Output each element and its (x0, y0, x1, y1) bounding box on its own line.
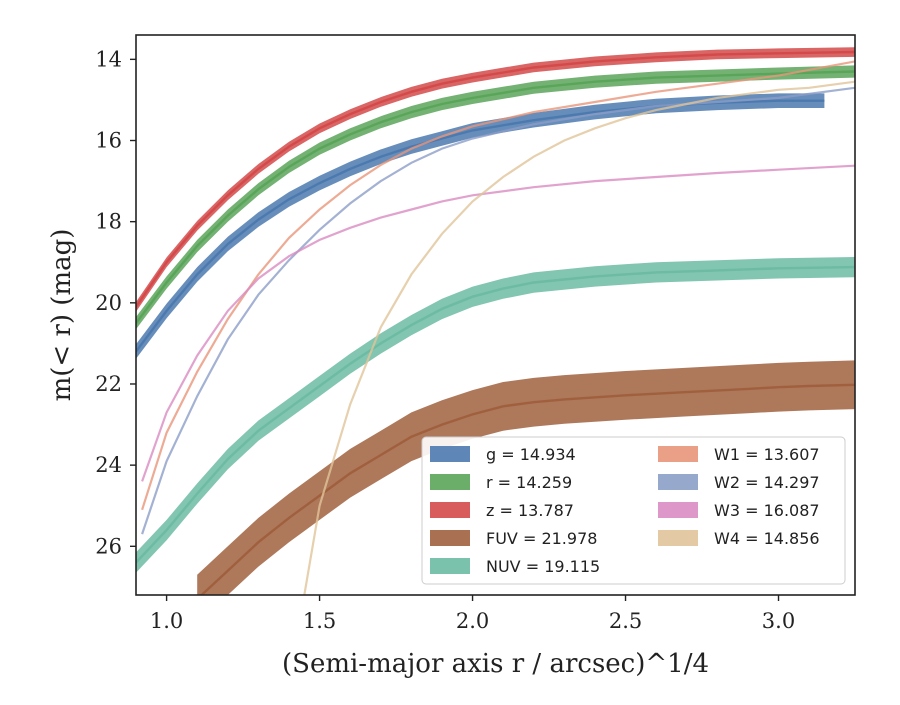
legend-swatch-w1 (658, 446, 698, 462)
legend-swatch-w2 (658, 474, 698, 490)
legend-swatch-r (430, 474, 470, 490)
legend: g = 14.934 r = 14.259 z = 13.787 FUV = 21.9… (421, 436, 846, 585)
x-tick-label: 2.0 (456, 609, 489, 633)
x-tick-label: 3.0 (762, 609, 795, 633)
legend-label-fuv: FUV = 21.978 (486, 529, 597, 548)
series-line-w2 (141, 86, 855, 535)
series-line-z (136, 50, 855, 308)
x-tick-label: 1.0 (150, 609, 183, 633)
legend-label-nuv: NUV = 19.115 (486, 557, 600, 576)
legend-swatch-g (430, 446, 470, 462)
legend-swatch-z (430, 502, 470, 518)
series-line-w4 (303, 80, 855, 595)
legend-label-w1: W1 = 13.607 (714, 445, 820, 464)
y-axis-label: m(< r) (mag) (47, 229, 77, 402)
legend-label-w3: W3 = 16.087 (714, 501, 820, 520)
legend-swatch-w3 (658, 502, 698, 518)
legend-label-w4: W4 = 14.856 (714, 529, 820, 548)
legend-label-z: z = 13.787 (486, 501, 574, 520)
series-line-w1 (141, 60, 855, 511)
plot-area (136, 47, 855, 595)
x-axis-label: (Semi-major axis r / arcsec)^1/4 (282, 649, 709, 679)
series-line-fuv (199, 383, 855, 595)
y-tick-label: 26 (95, 534, 122, 558)
legend-swatch-w4 (658, 530, 698, 546)
legend-box (421, 436, 846, 585)
y-tick-label: 24 (95, 453, 122, 477)
y-tick-label: 20 (95, 291, 122, 315)
series-line-r (136, 70, 855, 324)
series-line-w3 (141, 164, 855, 482)
x-tick-label: 2.5 (609, 609, 642, 633)
legend-swatch-nuv (430, 558, 470, 574)
legend-label-r: r = 14.259 (486, 473, 572, 492)
y-tick-label: 18 (95, 210, 122, 234)
series-line-g (136, 99, 825, 353)
x-tick-label: 1.5 (303, 609, 336, 633)
legend-label-g: g = 14.934 (486, 445, 576, 464)
legend-label-w2: W2 = 14.297 (714, 473, 820, 492)
axes: 1.0 1.5 2.0 2.5 3.0 14 16 18 20 22 24 26 (Semi-major… (47, 34, 856, 679)
series-line-nuv (136, 265, 855, 564)
band-g (136, 93, 825, 359)
y-tick-label: 14 (95, 47, 122, 71)
y-tick-label: 22 (95, 372, 122, 396)
legend-swatch-fuv (430, 530, 470, 546)
y-tick-label: 16 (95, 129, 122, 153)
plot-frame (135, 34, 856, 596)
